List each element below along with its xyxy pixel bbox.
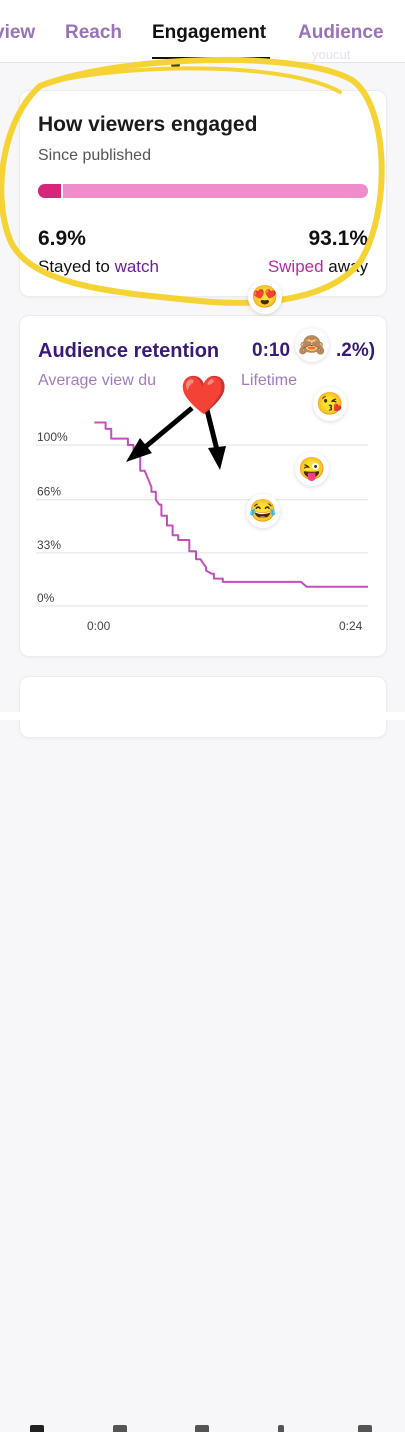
sticker-monkey: 🙈 [295, 328, 329, 362]
chart-x-ticks: 0:00 0:24 [87, 619, 363, 633]
chart-grid [36, 444, 368, 607]
y-tick-label: 33% [37, 538, 61, 552]
retention-period[interactable]: Lifetime [241, 372, 298, 389]
retention-line [94, 421, 368, 588]
x-tick-label: 0:00 [87, 619, 111, 633]
sticker-heart-eyes: 😍 [248, 280, 282, 314]
grid-icon[interactable] [30, 1425, 44, 1432]
bottom-nav [0, 712, 405, 1432]
retention-average-time: 0:10 [252, 340, 291, 361]
sticker-wink-tongue: 😜 [295, 452, 329, 486]
library-icon[interactable] [113, 1425, 127, 1432]
play-icon[interactable] [195, 1425, 209, 1432]
y-tick-label: 66% [37, 485, 61, 499]
sticker-joy: 😂 [246, 494, 280, 528]
chart-y-ticks: 100% 66% 33% 0% [37, 430, 68, 605]
tab-audience[interactable]: Audience [298, 22, 384, 43]
retention-title: Audience retention [38, 340, 220, 362]
person-icon[interactable] [358, 1425, 372, 1432]
retention-card: Audience retention 0:10 .2%) Average vie… [19, 315, 387, 657]
y-tick-label: 0% [37, 591, 55, 605]
tab-engagement[interactable]: Engagement [152, 22, 267, 43]
sticker-kiss: 😘 [313, 387, 347, 421]
heart-icon: ❤️ [180, 375, 228, 417]
alert-icon[interactable] [278, 1425, 284, 1432]
retention-subtitle: Average view du [38, 372, 156, 389]
tab-reach[interactable]: Reach [65, 22, 123, 43]
y-tick-label: 100% [37, 430, 68, 444]
tab-overview[interactable]: view [0, 22, 36, 43]
x-tick-label: 0:24 [339, 619, 363, 633]
retention-percent: .2%) [336, 340, 376, 361]
retention-chart: 100% 66% 33% 0% 0:00 0:24 [36, 421, 368, 633]
